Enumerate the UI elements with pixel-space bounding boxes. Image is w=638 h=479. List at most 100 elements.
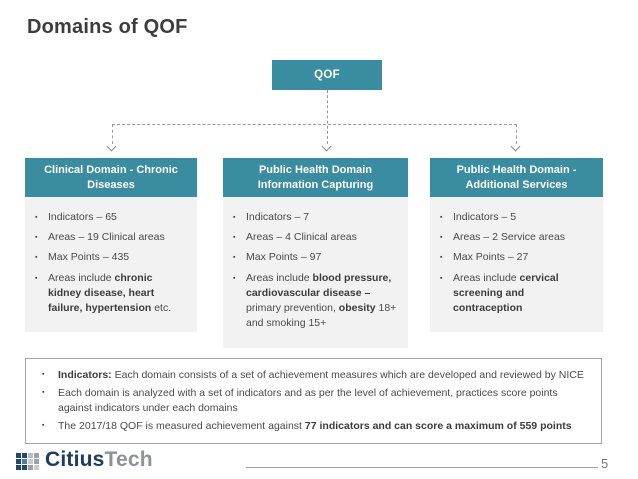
bullet-text: Areas – 4 Clinical areas xyxy=(246,230,357,245)
bullet-text: Areas include cervical screening and con… xyxy=(453,271,593,317)
text-segment: Areas – 4 Clinical areas xyxy=(246,231,357,244)
logo-grid-cell xyxy=(28,453,33,458)
bullet-square-icon: ▪ xyxy=(233,234,236,242)
text-segment: The 2017/18 QOF is measured achievement … xyxy=(58,420,305,433)
connector-line-right xyxy=(516,124,517,144)
bullet-square-icon: ▪ xyxy=(35,274,38,282)
bullet-square-icon: ▪ xyxy=(440,254,443,262)
citiustech-logo-text: CitiusTech xyxy=(45,448,153,472)
bullet-item: ▪ Max Points – 27 xyxy=(438,250,593,265)
bullet-item: ▪ Areas – 4 Clinical areas xyxy=(231,230,398,245)
text-segment: Indicators – 7 xyxy=(246,211,310,224)
footer: CitiusTech 5 xyxy=(0,446,638,479)
bullet-text: Indicators: Each domain consists of a se… xyxy=(58,368,584,382)
text-segment: 77 indicators and can score a maximum of… xyxy=(304,420,572,433)
domain-card-header: Public Health Domain Information Capturi… xyxy=(223,158,408,198)
bullet-square-icon: ▪ xyxy=(42,389,45,397)
text-segment: etc. xyxy=(151,302,172,315)
bullet-square-icon: ▪ xyxy=(42,422,45,430)
text-segment: Max Points – 27 xyxy=(453,251,529,264)
bullet-square-icon: ▪ xyxy=(233,254,236,262)
domain-card-header-label: Public Health Domain - Additional Servic… xyxy=(456,164,577,191)
domain-card-public-health-info: Public Health Domain Information Capturi… xyxy=(223,158,408,348)
qof-root-label: QOF xyxy=(314,69,340,81)
text-segment: Max Points – 97 xyxy=(246,251,322,264)
bullet-square-icon: ▪ xyxy=(440,274,443,282)
bullet-item: ▪ Indicators – 7 xyxy=(231,210,398,225)
bullet-item: ▪ Areas include chronic kidney disease, h… xyxy=(33,271,187,317)
logo-grid-cell xyxy=(28,465,33,470)
citiustech-logo-icon xyxy=(16,453,39,470)
text-segment: Max Points – 435 xyxy=(48,251,130,264)
arrow-down-icon xyxy=(106,141,117,152)
bullet-square-icon: ▪ xyxy=(35,254,38,262)
bullet-item: ▪ Each domain is analyzed with a set of i… xyxy=(38,386,589,415)
connector-line-center xyxy=(327,90,328,144)
bullet-square-icon: ▪ xyxy=(42,371,45,378)
bullet-text: Areas – 2 Service areas xyxy=(453,230,565,245)
text-segment: chronic kidney disease, heart failure, h… xyxy=(48,271,155,315)
domain-card-header: Public Health Domain - Additional Servic… xyxy=(430,158,603,198)
bullet-item: ▪ Max Points – 435 xyxy=(33,250,187,265)
text-segment: primary prevention, xyxy=(246,302,339,315)
logo-grid-cell xyxy=(22,453,27,458)
text-segment: Areas include xyxy=(246,271,313,284)
bullet-text: Areas include chronic kidney disease, he… xyxy=(48,271,187,317)
logo-grid-cell xyxy=(16,453,21,458)
bullet-text: Max Points – 27 xyxy=(453,250,528,265)
bullet-text: Areas – 19 Clinical areas xyxy=(48,230,165,245)
bullet-text: Areas include blood pressure, cardiovasc… xyxy=(246,271,398,332)
domain-card-header: Clinical Domain - Chronic Diseases xyxy=(25,158,197,198)
page-number: 5 xyxy=(601,456,609,471)
arrow-down-icon xyxy=(321,141,332,152)
text-segment: 18+ and smoking 15+ xyxy=(246,302,397,330)
bullet-text: Each domain is analyzed with a set of in… xyxy=(58,386,589,415)
bullet-item: ▪ Areas – 2 Service areas xyxy=(438,230,593,245)
bullet-square-icon: ▪ xyxy=(35,214,38,222)
domain-card-public-health-additional: Public Health Domain - Additional Servic… xyxy=(430,158,603,333)
bullet-square-icon: ▪ xyxy=(233,274,236,282)
brand-tech: Tech xyxy=(104,448,153,471)
bullet-square-icon: ▪ xyxy=(233,214,236,222)
bullet-item: ▪ Indicators: Each domain consists of a s… xyxy=(38,368,589,382)
bullet-square-icon: ▪ xyxy=(35,234,38,242)
connector-line-left xyxy=(112,124,113,144)
bullet-text: Max Points – 97 xyxy=(246,250,321,265)
bullet-text: Indicators – 65 xyxy=(48,210,117,225)
domain-card-clinical-chronic: Clinical Domain - Chronic Diseases ▪ Indi… xyxy=(25,158,197,333)
bullet-text: The 2017/18 QOF is measured achievement … xyxy=(58,419,572,433)
bullet-square-icon: ▪ xyxy=(440,214,443,222)
bullet-text: Max Points – 435 xyxy=(48,250,129,265)
domain-card-body: ▪ Indicators – 5 ▪ Areas – 2 Service areas ▪… xyxy=(430,197,603,333)
bullet-item: ▪ Max Points – 97 xyxy=(231,250,398,265)
bullet-item: ▪ The 2017/18 QOF is measured achievement… xyxy=(38,419,589,433)
domain-card-header-label: Clinical Domain - Chronic Diseases xyxy=(44,164,178,191)
logo-grid-cell xyxy=(22,459,27,464)
text-segment: Indicators – 65 xyxy=(48,211,117,224)
arrow-down-icon xyxy=(510,141,521,152)
bullet-text: Indicators – 7 xyxy=(246,210,309,225)
notes-box: ▪ Indicators: Each domain consists of a s… xyxy=(25,358,602,444)
logo-grid-cell xyxy=(16,459,21,464)
bullet-item: ▪ Areas – 19 Clinical areas xyxy=(33,230,187,245)
domain-card-body: ▪ Indicators – 7 ▪ Areas – 4 Clinical areas… xyxy=(223,197,408,348)
logo-grid-cell xyxy=(22,465,27,470)
text-segment: obesity xyxy=(338,302,376,315)
bullet-item: ▪ Areas include blood pressure, cardiovas… xyxy=(231,271,398,332)
text-segment: Areas include xyxy=(453,271,520,284)
text-segment: blood pressure, cardiovascular disease – xyxy=(246,271,392,299)
brand-citius: Citius xyxy=(45,448,105,471)
logo-grid-cell xyxy=(28,459,33,464)
text-segment: Indicators: xyxy=(58,369,112,381)
footer-divider xyxy=(246,467,598,468)
domain-card-body: ▪ Indicators – 65 ▪ Areas – 19 Clinical are… xyxy=(25,197,197,333)
text-segment: Each domain consists of a set of achieve… xyxy=(111,369,584,381)
logo-grid-cell xyxy=(34,453,39,458)
connector-line-horizontal xyxy=(112,124,517,125)
logo-grid-cell xyxy=(16,465,21,470)
text-segment: cervical screening and contraception xyxy=(453,271,559,315)
text-segment: Areas – 2 Service areas xyxy=(453,231,566,244)
bullet-square-icon: ▪ xyxy=(440,234,443,242)
domain-card-header-label: Public Health Domain Information Capturi… xyxy=(257,164,374,191)
